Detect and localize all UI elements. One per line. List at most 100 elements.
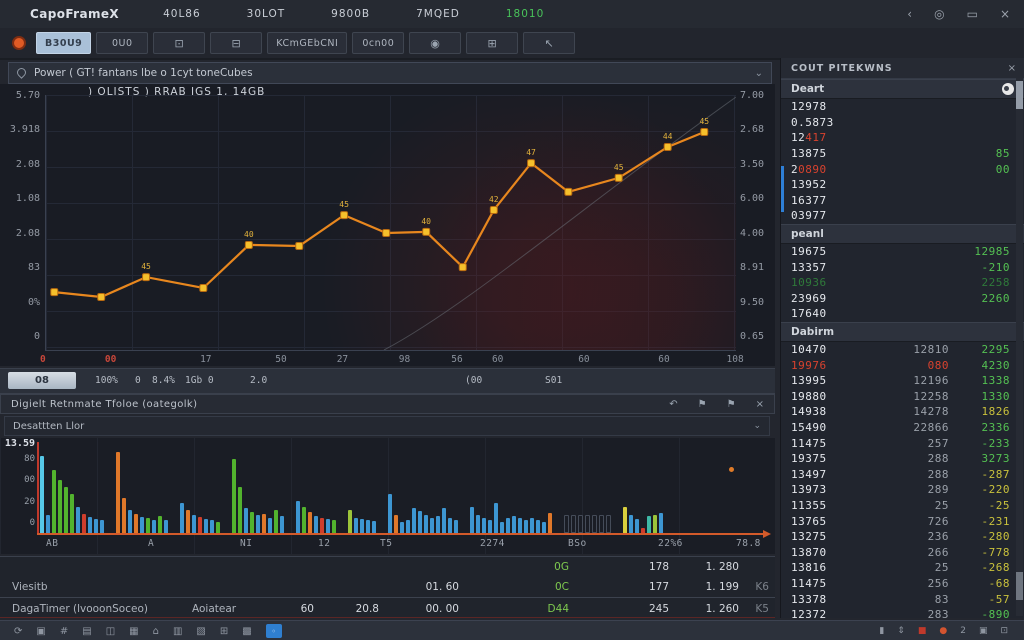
scrollbar-thumb-2[interactable]: [1016, 572, 1023, 600]
bar[interactable]: [482, 518, 486, 533]
data-point-marker[interactable]: [98, 293, 105, 300]
bar[interactable]: [274, 510, 278, 533]
record-circle-icon[interactable]: ◎: [934, 7, 944, 21]
bar[interactable]: [564, 515, 569, 533]
line-plot-area[interactable]: 454045404247454445: [45, 95, 736, 351]
panel-row[interactable]: 17640: [781, 306, 1024, 322]
bar[interactable]: [653, 515, 657, 533]
bar[interactable]: [406, 520, 410, 533]
bar[interactable]: [454, 520, 458, 533]
record-dot-icon[interactable]: [12, 36, 26, 50]
app8-icon[interactable]: ⊞: [220, 626, 228, 637]
bar[interactable]: [585, 515, 590, 533]
bar[interactable]: [412, 508, 416, 533]
app2-icon[interactable]: #: [60, 626, 68, 637]
count-badge[interactable]: 2: [960, 626, 966, 636]
bar[interactable]: [256, 515, 260, 533]
panel-row[interactable]: 0.5873: [781, 115, 1024, 131]
overlay-button[interactable]: 0U0: [96, 32, 148, 54]
flag2-icon[interactable]: ⚑: [727, 399, 736, 410]
bar[interactable]: [76, 507, 80, 533]
data-point-marker[interactable]: [459, 264, 466, 271]
bar[interactable]: [158, 516, 162, 533]
bar[interactable]: [536, 520, 540, 533]
panel-row[interactable]: 109362258: [781, 275, 1024, 291]
capture-button[interactable]: B30U9: [36, 32, 91, 54]
updown-icon[interactable]: ⇕: [897, 626, 905, 636]
bar[interactable]: [82, 514, 86, 533]
panel-row[interactable]: 1967512985: [781, 244, 1024, 260]
panel-row[interactable]: 10470128102295: [781, 342, 1024, 358]
bar[interactable]: [372, 521, 376, 533]
panel-row[interactable]: 13497288-287: [781, 466, 1024, 482]
close-icon[interactable]: ×: [1000, 7, 1010, 21]
bar[interactable]: [238, 487, 242, 533]
bar[interactable]: [348, 510, 352, 533]
panel-section-header[interactable]: peanl: [781, 224, 1024, 244]
bar[interactable]: [58, 480, 62, 533]
data-point-marker[interactable]: [490, 207, 497, 214]
bar[interactable]: [388, 494, 392, 533]
bar[interactable]: [542, 522, 546, 533]
panel-row[interactable]: 16377: [781, 193, 1024, 209]
app4-icon[interactable]: ◫: [106, 626, 115, 637]
bar[interactable]: [46, 515, 50, 533]
bar[interactable]: [488, 520, 492, 533]
bar[interactable]: [476, 515, 480, 533]
tray-app-icon[interactable]: ▣: [979, 626, 988, 636]
bar[interactable]: [629, 515, 633, 533]
panel-row[interactable]: 1135525-25: [781, 498, 1024, 514]
range-slider-bar[interactable]: 08100%08.4%1Gb 02.0(00S01: [0, 368, 775, 394]
bar[interactable]: [360, 519, 364, 533]
panel-row[interactable]: 13973289-220: [781, 482, 1024, 498]
data-point-marker[interactable]: [383, 229, 390, 236]
bar[interactable]: [250, 512, 254, 533]
bar[interactable]: [659, 513, 663, 533]
app3-icon[interactable]: ▤: [82, 626, 91, 637]
data-point-marker[interactable]: [51, 289, 58, 296]
panel-row[interactable]: 15490228662336: [781, 420, 1024, 436]
bar[interactable]: [88, 517, 92, 533]
data-point-marker[interactable]: [341, 212, 348, 219]
bar[interactable]: [548, 513, 552, 533]
chevron-down-icon[interactable]: ⌄: [755, 68, 763, 79]
panel-section-header[interactable]: Deart: [781, 79, 1024, 99]
panel-row[interactable]: 12417: [781, 130, 1024, 146]
bar[interactable]: [606, 515, 611, 533]
bar[interactable]: [232, 459, 236, 533]
bar[interactable]: [280, 516, 284, 533]
panel-row[interactable]: 193752883273: [781, 451, 1024, 467]
bar[interactable]: [244, 508, 248, 533]
bar[interactable]: [268, 518, 272, 533]
bar[interactable]: [332, 520, 336, 533]
bar[interactable]: [494, 503, 498, 533]
session-combo[interactable]: Power ( GT! fantans lbe o 1cyt toneCubes…: [8, 62, 772, 84]
circle-icon-button[interactable]: ◉: [409, 32, 461, 54]
bar[interactable]: [314, 516, 318, 533]
bar[interactable]: [180, 503, 184, 533]
menu-item[interactable]: 18010: [506, 8, 544, 20]
data-point-marker[interactable]: [296, 242, 303, 249]
bar[interactable]: [128, 510, 132, 533]
home-icon[interactable]: ⌂: [153, 626, 159, 637]
app1-icon[interactable]: ▣: [36, 626, 45, 637]
panel-row[interactable]: 1387585: [781, 146, 1024, 162]
panel-scrollbar[interactable]: [1016, 78, 1023, 616]
menu-item[interactable]: 30LOT: [247, 8, 286, 20]
data-point-marker[interactable]: [528, 160, 535, 167]
bar[interactable]: [623, 507, 627, 533]
panel-row[interactable]: 03977: [781, 208, 1024, 224]
data-point-marker[interactable]: [664, 144, 671, 151]
bar[interactable]: [418, 511, 422, 533]
panel-icon-button[interactable]: ⊞: [466, 32, 518, 54]
bar[interactable]: [302, 507, 306, 533]
bar[interactable]: [430, 518, 434, 533]
bar[interactable]: [424, 515, 428, 533]
scrollbar-thumb[interactable]: [1016, 81, 1023, 109]
monitor-icon-button[interactable]: ⊡: [153, 32, 205, 54]
bar[interactable]: [262, 514, 266, 533]
bar[interactable]: [524, 520, 528, 533]
panel-row[interactable]: 239692260: [781, 291, 1024, 307]
bar[interactable]: [599, 515, 604, 533]
active-app-icon[interactable]: ◦: [266, 624, 282, 638]
